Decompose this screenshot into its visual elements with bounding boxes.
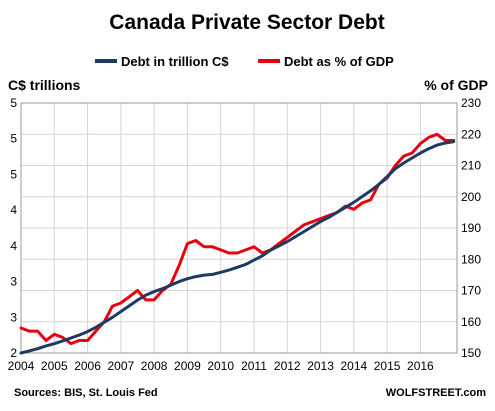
legend-label-debt: Debt in trillion C$ — [121, 54, 229, 69]
right-tick-label: 180 — [461, 252, 481, 266]
series-lines — [19, 132, 456, 355]
x-tick-label: 2005 — [41, 359, 68, 373]
x-tick-label: 2004 — [8, 359, 35, 373]
right-tick-label: 210 — [461, 159, 481, 173]
grid — [20, 102, 457, 354]
x-tick-label: 2013 — [307, 359, 334, 373]
right-tick-label: 220 — [461, 127, 481, 141]
right-tick-label: 150 — [461, 346, 481, 360]
x-tick-label: 2007 — [107, 359, 134, 373]
left-tick-label: 5 — [10, 96, 17, 110]
left-tick-label: 2 — [10, 346, 17, 360]
right-tick-label: 160 — [461, 315, 481, 329]
x-tick-label: 2016 — [407, 359, 434, 373]
right-tick-label: 200 — [461, 190, 481, 204]
brand-label: WOLFSTREET.com — [386, 387, 486, 399]
left-tick-label: 3 — [10, 275, 17, 289]
x-tick-label: 2010 — [207, 359, 234, 373]
chart-title: Canada Private Sector Debt — [109, 11, 384, 34]
x-tick-label: 2015 — [374, 359, 401, 373]
x-tick-label: 2014 — [340, 359, 367, 373]
left-tick-label: 3 — [10, 310, 17, 324]
left-axis-title: C$ trillions — [8, 77, 81, 93]
plot-frame — [20, 102, 458, 354]
legend: Debt in trillion C$ Debt as % of GDP — [95, 54, 394, 69]
right-tick-label: 190 — [461, 221, 481, 235]
left-tick-label: 4 — [10, 239, 17, 253]
right-tick-label: 170 — [461, 284, 481, 298]
legend-label-percent-gdp: Debt as % of GDP — [284, 54, 394, 69]
left-axis: 2 3 3 4 4 5 5 5 — [10, 96, 17, 360]
x-tick-label: 2011 — [241, 359, 267, 373]
left-tick-label: 5 — [10, 167, 17, 181]
x-tick-label: 2009 — [174, 359, 201, 373]
right-axis: 150 160 170 180 190 200 210 220 230 — [461, 96, 481, 360]
source-note: Sources: BIS, St. Louis Fed — [14, 387, 158, 399]
x-axis: 2004 2005 2006 2007 2008 2009 2010 2011 2012 2013… — [8, 359, 434, 373]
x-tick-label: 2012 — [274, 359, 301, 373]
right-axis-title: % of GDP — [424, 77, 488, 93]
x-tick-label: 2006 — [74, 359, 101, 373]
left-tick-label: 5 — [10, 132, 17, 146]
series-line-debt — [19, 140, 456, 355]
x-tick-label: 2008 — [141, 359, 168, 373]
right-tick-label: 230 — [461, 96, 481, 110]
left-tick-label: 4 — [10, 203, 17, 217]
